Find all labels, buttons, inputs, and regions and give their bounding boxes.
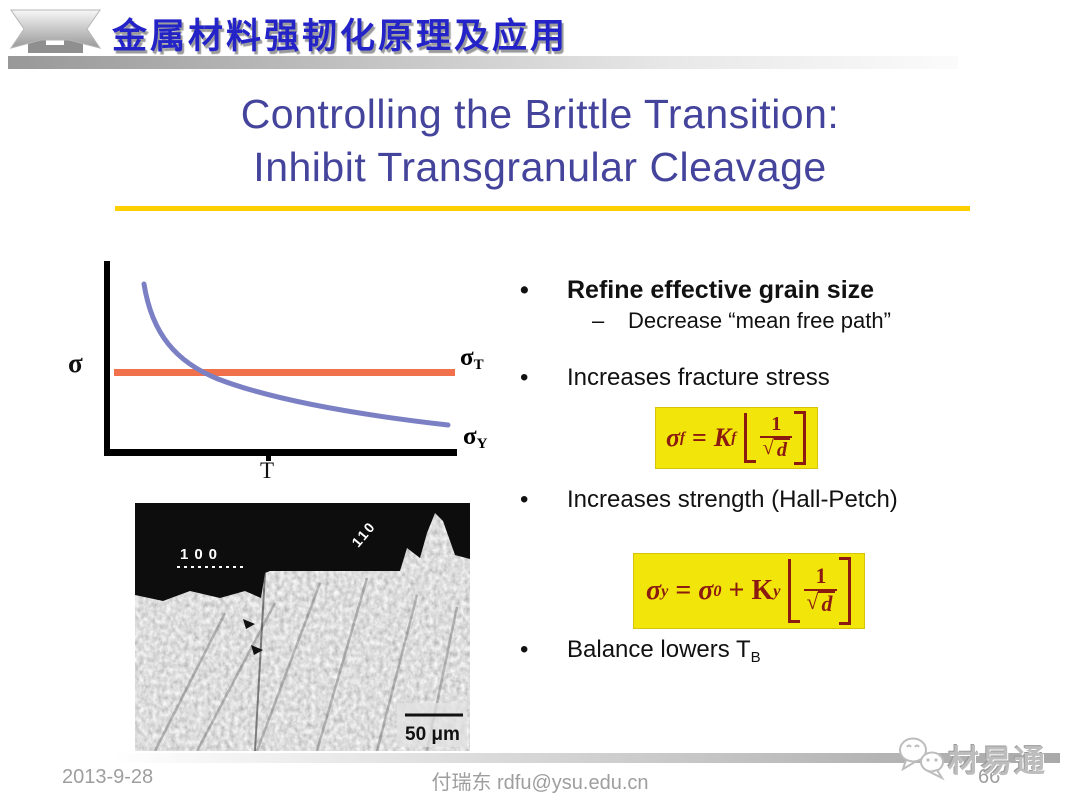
- subbullet-text: Decrease “mean free path”: [628, 308, 891, 333]
- bullet-text: Increases fracture stress: [567, 364, 830, 391]
- bullet-text: Increases strength (Hall-Petch): [567, 486, 898, 513]
- radical-sign: √: [762, 437, 774, 459]
- bullet-marker: •: [520, 486, 529, 513]
- chart-y-axis-label: σ: [68, 348, 83, 378]
- bullet-text-subscript: B: [750, 649, 761, 666]
- eq2-term0: σ: [698, 575, 714, 606]
- bullet-text: Balance lowers TB: [567, 636, 761, 666]
- eq1-equals: =: [692, 423, 707, 452]
- watermark: 材易通: [896, 735, 1047, 781]
- eq2-fraction: 1 √ d: [804, 565, 838, 617]
- eq2-lhs-sub: y: [661, 581, 669, 600]
- watermark-brand: 材易通: [948, 743, 1047, 779]
- micrograph-arrow-markers: [243, 619, 263, 655]
- sigmaT-base: σ: [460, 344, 474, 371]
- eq2-numerator: 1: [804, 565, 838, 591]
- header-divider-bar: [8, 56, 958, 69]
- eq2-plus: +: [728, 575, 745, 606]
- title-underline-rule: [115, 206, 970, 211]
- eq2-right-bracket: [839, 557, 852, 625]
- footer-page-number: 66: [978, 766, 1001, 788]
- subbullet-mean-free-path: – Decrease “mean free path”: [592, 308, 891, 334]
- eq2-lhs: σ: [646, 575, 662, 606]
- footer-divider-bar: [112, 753, 1060, 763]
- sigma-vs-temperature-chart: [104, 261, 457, 461]
- eq1-denominator: √ d: [762, 437, 790, 462]
- eq2-radicand: d: [818, 591, 836, 617]
- bullet-refine-grain-size: • Refine effective grain size: [520, 276, 874, 305]
- eq2-coef: K: [751, 575, 774, 606]
- eq1-coef-sub: f: [731, 429, 737, 446]
- sigmaT-line: [114, 369, 455, 376]
- sigmaY-base: σ: [463, 423, 477, 450]
- eq1-left-bracket: [744, 413, 757, 463]
- eq1-lhs: σ: [666, 423, 681, 452]
- chart-x-tick: [266, 456, 271, 461]
- sigmaY-sub: Y: [476, 436, 488, 452]
- micrograph-dark-region: [135, 503, 470, 601]
- chart-x-axis-label: T: [260, 458, 275, 483]
- chart-y-axis: [104, 261, 110, 456]
- eq1-coef: K: [713, 423, 732, 452]
- sigmaT-curve-label: σT: [460, 344, 484, 374]
- bullet-marker: •: [520, 636, 529, 663]
- bullet-marker: •: [520, 364, 529, 391]
- eq1-right-bracket: [794, 411, 807, 465]
- eq2-coef-sub: y: [773, 581, 781, 600]
- eq2-equals: =: [675, 575, 692, 606]
- eq2-denominator: √ d: [806, 590, 836, 617]
- footer-author: 付瑞东 rdfu@ysu.edu.cn: [431, 772, 649, 794]
- bullet-increases-strength: • Increases strength (Hall-Petch): [520, 486, 898, 514]
- radical-sign: √: [806, 590, 819, 614]
- bullet-text: Refine effective grain size: [567, 276, 875, 304]
- slide-title-line2: Inhibit Transgranular Cleavage: [253, 144, 827, 191]
- dash-marker: –: [592, 308, 605, 333]
- micrograph-grain-boundary: [254, 572, 266, 751]
- bullet-marker: •: [520, 276, 529, 304]
- fracture-micrograph: 100 110 50 μm: [135, 503, 470, 751]
- bullet-balance-lowers-tb: • Balance lowers TB: [520, 636, 761, 666]
- sigmaY-curve: [141, 281, 451, 428]
- eq2-left-bracket: [788, 559, 801, 623]
- slide-title: Controlling the Brittle Transition: Inhi…: [0, 88, 1080, 195]
- eq2-term0-sub: 0: [713, 581, 722, 600]
- slide-title-line1: Controlling the Brittle Transition:: [240, 91, 840, 137]
- chat-bubbles-icon: [899, 737, 945, 781]
- eq1-radicand: d: [773, 438, 790, 462]
- sigmaY-curve-label: σY: [463, 423, 487, 453]
- sigmaT-sub: T: [473, 357, 484, 373]
- scale-bar-label: 50 μm: [405, 724, 460, 745]
- eq1-numerator: 1: [760, 413, 793, 438]
- micrograph-label-100: 100: [180, 546, 223, 563]
- course-title: 金属材料强韧化原理及应用: [112, 17, 569, 56]
- ribbon-logo-icon: [9, 9, 102, 53]
- eq1-fraction: 1 √ d: [760, 413, 793, 462]
- bullet-text-main: Balance lowers T: [567, 636, 751, 663]
- bullet-increases-fracture-stress: • Increases fracture stress: [520, 364, 830, 392]
- scale-bar-backing: [397, 703, 467, 747]
- footer-date: 2013-9-28: [62, 766, 154, 788]
- chart-x-axis: [104, 449, 457, 456]
- eq1-lhs-sub: f: [680, 429, 686, 446]
